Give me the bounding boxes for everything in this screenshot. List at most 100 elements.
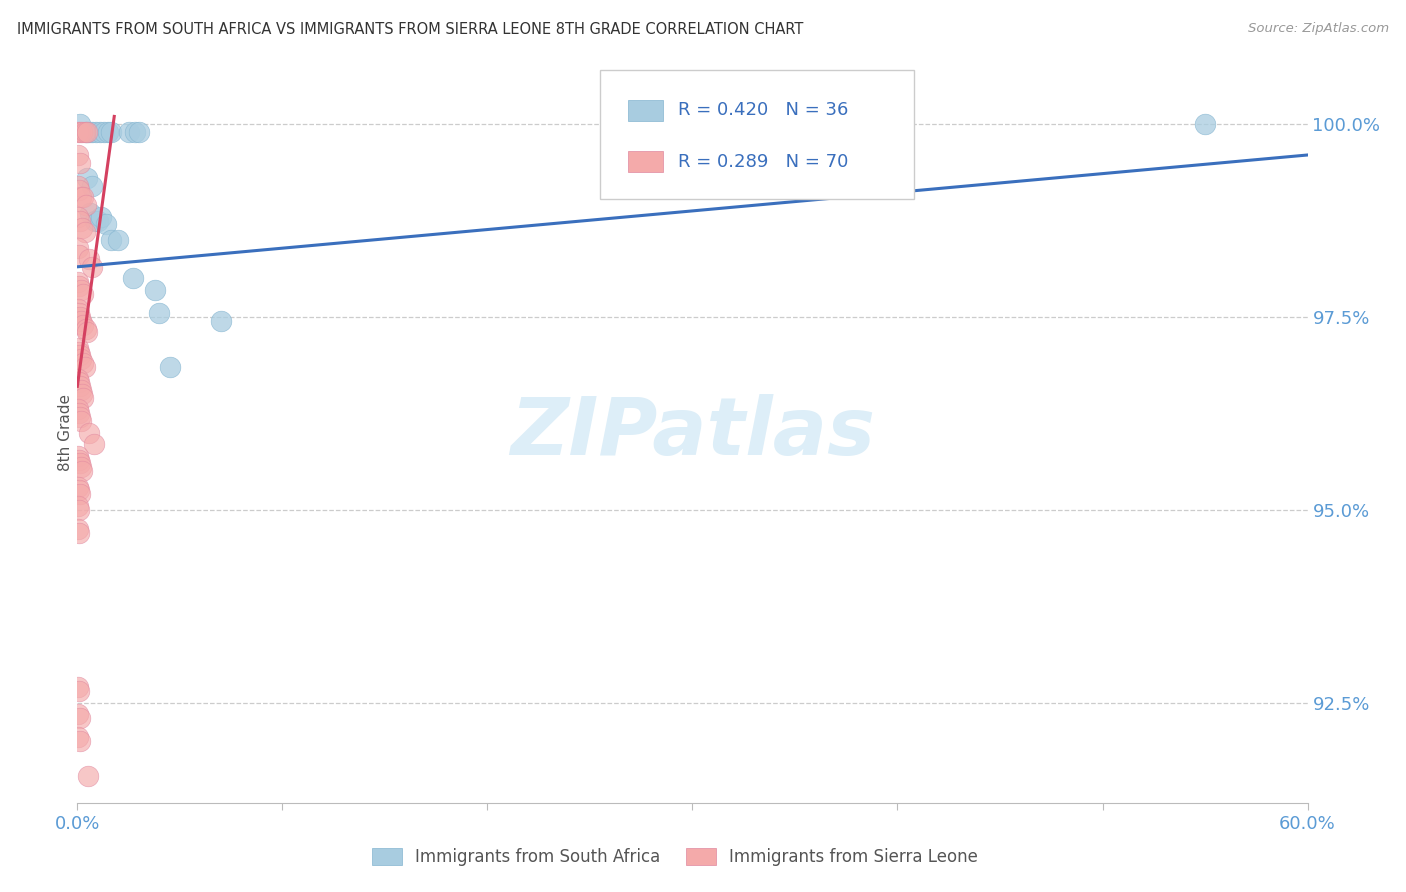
Point xyxy=(67,522,90,536)
Point xyxy=(72,356,94,370)
Point xyxy=(76,171,98,186)
Point xyxy=(72,391,94,405)
Point xyxy=(69,379,91,393)
Point xyxy=(93,125,115,139)
Point xyxy=(67,731,90,745)
Point xyxy=(67,680,90,694)
Point xyxy=(70,352,93,367)
Point xyxy=(75,321,97,335)
Point xyxy=(67,248,90,262)
Point xyxy=(76,769,98,783)
Text: Source: ZipAtlas.com: Source: ZipAtlas.com xyxy=(1249,22,1389,36)
Point xyxy=(69,155,91,169)
Point xyxy=(69,457,91,471)
Point xyxy=(73,225,96,239)
Point xyxy=(72,286,94,301)
Point xyxy=(70,283,93,297)
Point xyxy=(67,341,90,355)
Point xyxy=(67,183,90,197)
Point xyxy=(67,125,90,139)
Point xyxy=(121,271,143,285)
Point xyxy=(80,178,103,193)
FancyBboxPatch shape xyxy=(628,151,664,172)
Point xyxy=(67,449,90,463)
Text: ZIPatlas: ZIPatlas xyxy=(510,393,875,472)
Point xyxy=(80,125,103,139)
Point xyxy=(72,190,94,204)
Point xyxy=(87,213,110,227)
Point xyxy=(70,460,93,475)
Text: R = 0.420   N = 36: R = 0.420 N = 36 xyxy=(678,101,848,120)
Point xyxy=(69,213,91,227)
Point xyxy=(67,275,90,289)
Point xyxy=(72,464,94,478)
Point xyxy=(69,711,91,725)
Point xyxy=(94,218,117,232)
Point xyxy=(90,210,112,224)
Point xyxy=(67,148,90,162)
Point xyxy=(159,360,181,375)
Y-axis label: 8th Grade: 8th Grade xyxy=(58,394,73,471)
Point xyxy=(67,684,90,698)
Point xyxy=(67,376,90,390)
Point xyxy=(69,734,91,748)
Point xyxy=(72,387,94,401)
Point xyxy=(70,383,93,397)
Point xyxy=(75,125,97,139)
Point xyxy=(67,707,90,722)
Point xyxy=(67,499,90,513)
Text: R = 0.289   N = 70: R = 0.289 N = 70 xyxy=(678,153,848,170)
Point xyxy=(73,125,96,139)
Point xyxy=(83,437,105,451)
Point xyxy=(67,279,90,293)
Point xyxy=(69,117,91,131)
Point xyxy=(148,306,170,320)
Point xyxy=(76,326,98,340)
FancyBboxPatch shape xyxy=(628,100,664,120)
Point xyxy=(80,260,103,274)
Point xyxy=(69,487,91,501)
Point xyxy=(67,344,90,359)
Point xyxy=(1194,117,1216,131)
Point xyxy=(77,425,100,440)
Point xyxy=(67,525,90,540)
Point xyxy=(67,306,90,320)
Point xyxy=(69,125,91,139)
Point xyxy=(100,125,122,139)
Point xyxy=(143,283,166,297)
Text: IMMIGRANTS FROM SOUTH AFRICA VS IMMIGRANTS FROM SIERRA LEONE 8TH GRADE CORRELATI: IMMIGRANTS FROM SOUTH AFRICA VS IMMIGRAN… xyxy=(17,22,803,37)
Point xyxy=(79,206,101,220)
Point xyxy=(76,125,98,139)
Point xyxy=(67,210,90,224)
FancyBboxPatch shape xyxy=(600,70,914,200)
Point xyxy=(107,233,129,247)
Point xyxy=(67,240,90,254)
Point xyxy=(77,125,100,139)
Point xyxy=(72,221,94,235)
Point xyxy=(77,252,100,266)
Point xyxy=(69,349,91,363)
Point xyxy=(83,213,105,227)
Point xyxy=(128,125,150,139)
Point xyxy=(69,410,91,425)
Point xyxy=(72,318,94,332)
Point xyxy=(209,314,232,328)
Point xyxy=(73,360,96,375)
Point xyxy=(67,371,90,385)
Point xyxy=(67,502,90,516)
Point xyxy=(124,125,146,139)
Point xyxy=(117,125,139,139)
Point xyxy=(75,198,97,212)
Point xyxy=(67,302,90,317)
Point xyxy=(100,233,122,247)
Point xyxy=(84,125,107,139)
Point xyxy=(67,402,90,417)
Legend: Immigrants from South Africa, Immigrants from Sierra Leone: Immigrants from South Africa, Immigrants… xyxy=(366,841,984,873)
Point xyxy=(70,414,93,428)
Point xyxy=(69,310,91,324)
Point xyxy=(67,483,90,498)
Point xyxy=(89,125,111,139)
Point xyxy=(67,452,90,467)
Point xyxy=(70,190,93,204)
Point xyxy=(67,480,90,494)
